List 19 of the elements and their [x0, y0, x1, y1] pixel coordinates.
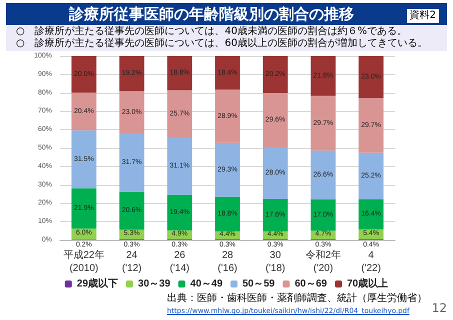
- text: ○ 診療所が主たる従事先の医師については、40歳未満の医師の割合は約６%である。: [16, 26, 408, 38]
- x-tick-label: 24 ('12): [122, 250, 142, 274]
- legend-label: 30～39: [138, 278, 171, 290]
- x-tick-label: 4 ('22): [361, 250, 381, 274]
- x-tick-label: 28 ('16): [218, 250, 238, 274]
- x-tick-label: 平成22年 (2010): [63, 249, 104, 274]
- text: 資料2: [406, 9, 439, 23]
- legend-label: 70歳以上: [346, 278, 388, 290]
- x-tick-label: 令和2年 ('20): [305, 249, 341, 274]
- legend-label: 50～59: [242, 278, 276, 290]
- legend-label: 40～49: [190, 278, 223, 290]
- source-note: 出典：医師・歯科医師・薬剤師調査、統計（厚生労働省）: [167, 293, 427, 305]
- text: ○ 診療所が主たる従事先の医師については、60歳以上の医師の割合が増加してきている。: [16, 38, 428, 50]
- legend-label: 60～69: [294, 278, 328, 290]
- chart-title: 診療所従事医師の年齢階級別の割合の推移: [69, 5, 354, 23]
- text: 12: [432, 301, 447, 315]
- x-tick-label: 30 ('18): [266, 250, 286, 274]
- legend-label: 29歳以下: [76, 278, 118, 290]
- x-tick-label: 26 ('14): [170, 250, 190, 274]
